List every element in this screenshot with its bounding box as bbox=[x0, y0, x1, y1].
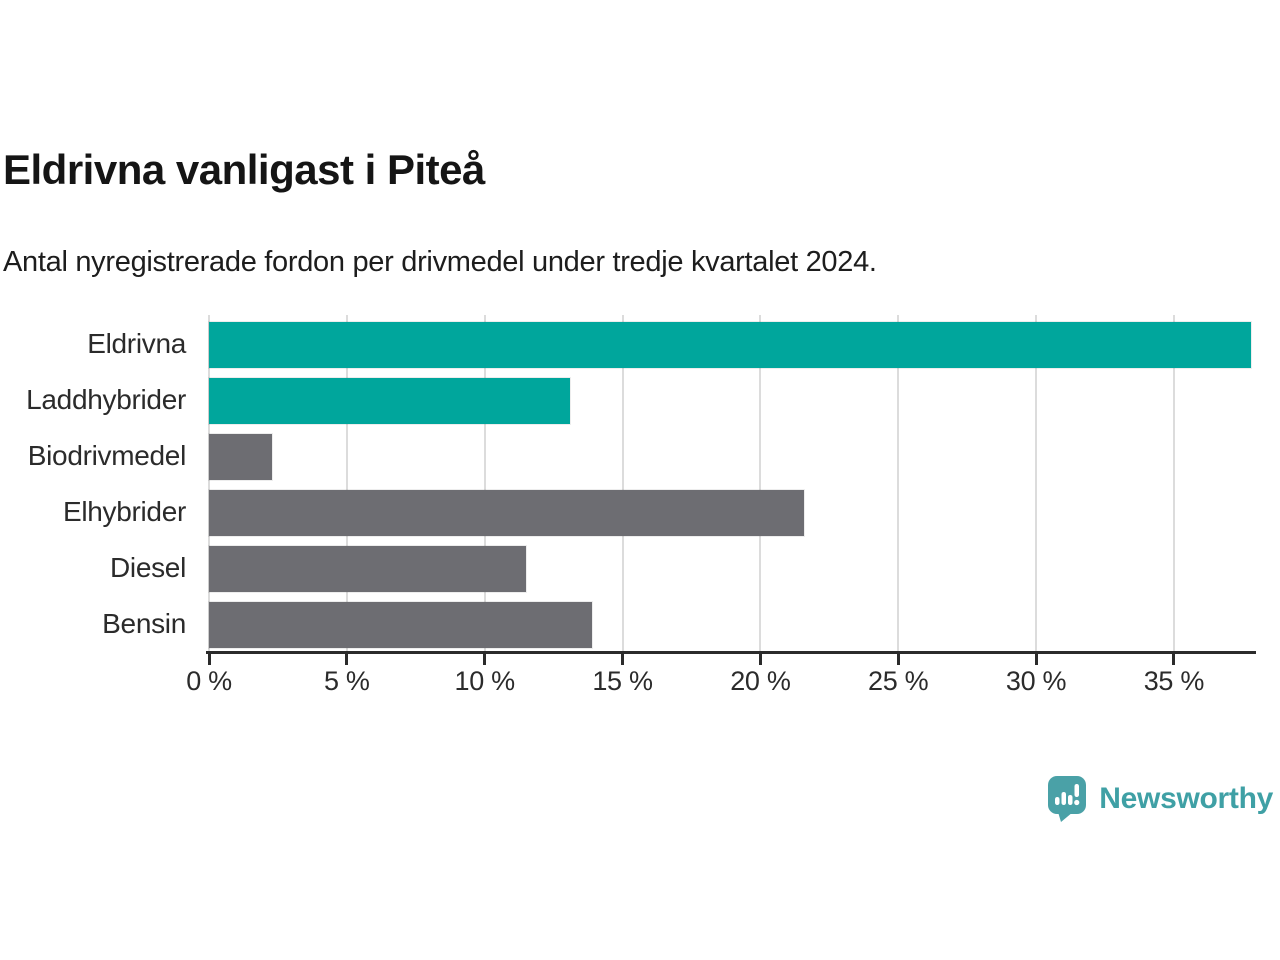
chart-bar bbox=[209, 601, 593, 648]
chart-title: Eldrivna vanligast i Piteå bbox=[3, 146, 485, 193]
x-axis-tick-label: 0 % bbox=[186, 666, 232, 696]
gridline bbox=[1035, 315, 1038, 652]
x-axis-tick bbox=[207, 654, 211, 665]
y-axis-label: Biodrivmedel bbox=[27, 439, 187, 471]
chart-subtitle: Antal nyregistrerade fordon per drivmede… bbox=[3, 246, 877, 278]
gridline bbox=[759, 315, 762, 652]
gridline bbox=[1172, 315, 1175, 652]
x-axis-tick bbox=[621, 654, 625, 665]
gridline bbox=[621, 315, 624, 652]
x-axis-tick-label: 20 % bbox=[730, 666, 791, 696]
gridline bbox=[208, 315, 210, 652]
bar-chart-speech-bubble-icon bbox=[1048, 776, 1087, 822]
chart-bar bbox=[209, 377, 571, 424]
x-axis-tick-label: 25 % bbox=[868, 666, 929, 696]
y-axis-label: Laddhybrider bbox=[26, 383, 186, 415]
x-axis-tick-label: 10 % bbox=[454, 666, 516, 696]
y-axis-label: Elhybrider bbox=[62, 495, 186, 527]
chart-bar bbox=[209, 545, 527, 592]
newsworthy-wordmark: Newsworthy bbox=[1099, 782, 1273, 815]
plot-area bbox=[208, 315, 1253, 652]
x-axis-tick bbox=[1034, 654, 1038, 665]
x-axis-line bbox=[206, 651, 1256, 654]
y-axis-label: Eldrivna bbox=[87, 328, 186, 359]
gridline bbox=[897, 315, 900, 652]
x-axis-tick bbox=[758, 654, 762, 665]
gridline bbox=[345, 315, 348, 652]
chart-bar bbox=[209, 433, 273, 480]
newsworthy-logo: Newsworthy bbox=[1047, 775, 1273, 823]
chart-bar bbox=[209, 489, 805, 536]
gridline bbox=[483, 315, 486, 652]
x-axis-tick-label: 15 % bbox=[592, 666, 653, 696]
x-axis-tick-label: 30 % bbox=[1005, 666, 1067, 696]
y-axis-label: Diesel bbox=[109, 551, 186, 583]
y-axis-label: Bensin bbox=[102, 607, 186, 639]
chart-bar bbox=[209, 322, 1252, 368]
x-axis-tick-label: 5 % bbox=[324, 666, 370, 696]
x-axis-tick-label: 35 % bbox=[1143, 666, 1205, 696]
x-axis-tick bbox=[896, 654, 900, 665]
x-axis-tick bbox=[1172, 654, 1176, 665]
x-axis-tick bbox=[483, 654, 487, 665]
x-axis-tick bbox=[345, 654, 349, 665]
